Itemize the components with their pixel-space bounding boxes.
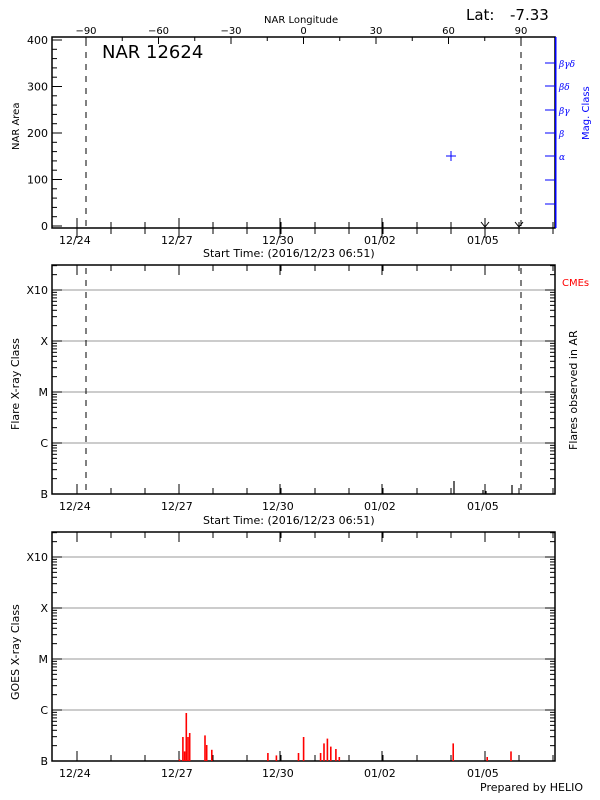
class-tick-label: M [39,653,49,666]
date-tick-label: 12/30 [262,234,294,247]
flares-right-label: Flares observed in AR [567,330,580,450]
cmes-legend: CMEs [562,278,589,289]
lat-label: Lat: [466,6,494,24]
arrow-marker-icon [480,221,524,228]
area-panel: NAR 12624 0 100 200 300 400 −90 −60 −30 0 30 60 90… [11,26,592,260]
mag-class-tick-label: βγδ [558,60,575,70]
goes-flux-series [178,713,512,761]
class-tick-label: X10 [26,551,48,564]
area-tick-label: 200 [27,127,48,140]
mag-class-tick-label: α [559,153,565,163]
goes-y-axis: B C M X X10 [26,532,555,768]
mag-class-tick-label: βγ [558,107,570,117]
date-tick-label: 12/27 [161,234,193,247]
area-tick-label: 300 [27,81,48,94]
lat-value: -7.33 [510,6,549,24]
longitude-tick-label: 60 [442,26,455,37]
date-tick-label: 12/27 [161,767,193,780]
flares-y-label: Flare X-ray Class [9,338,22,430]
area-x-label: Start Time: (2016/12/23 06:51) [203,247,375,260]
class-tick-label: B [40,488,48,501]
goes-gridlines [52,556,555,711]
date-tick-label: 01/05 [467,234,499,247]
flares-time-axis: 12/24 12/27 12/30 01/02 01/05 [59,265,554,513]
region-title: NAR 12624 [102,42,203,63]
flares-gridlines [52,289,555,444]
mag-class-ticks: α β βγ βδ βγδ [545,60,575,205]
class-tick-label: X [40,335,48,348]
area-plot-frame [51,36,556,229]
longitude-tick-label: −90 [75,26,96,37]
date-tick-label: 12/30 [262,767,294,780]
mag-class-label: Mag. Class [581,86,592,140]
longitude-tick-label: 0 [300,26,306,37]
credit-footer: Prepared by HELIO [480,781,583,794]
date-tick-label: 01/05 [467,767,499,780]
mag-class-axis [555,37,557,228]
longitude-tick-label: −60 [148,26,169,37]
goes-time-axis: 12/24 12/27 12/30 01/02 01/05 [59,532,554,780]
longitude-tick-label: 30 [370,26,383,37]
area-y-axis: 0 100 200 300 400 [27,34,62,233]
date-tick-label: 01/05 [467,500,499,513]
mag-class-tick-label: βδ [558,83,570,93]
area-tick-label: 400 [27,34,48,47]
flares-plot-frame [51,264,556,495]
date-tick-label: 12/27 [161,500,193,513]
class-tick-label: X [40,602,48,615]
date-tick-label: 12/24 [59,234,91,247]
flares-panel: B C M X X10 12/24 12/27 12/30 01/02 01/05 CMEs F… [9,264,589,527]
area-tick-label: 100 [27,174,48,187]
mag-class-point-plus-icon [446,151,456,161]
class-tick-label: C [40,704,48,717]
goes-panel: B C M X X10 12/24 12/27 12/30 01/02 01/05 GOES X… [9,531,556,780]
date-tick-label: 01/02 [364,234,396,247]
area-time-axis: 12/24 12/27 12/30 01/02 01/05 [59,218,554,247]
longitude-tick-label: −30 [220,26,241,37]
date-tick-label: 12/24 [59,767,91,780]
class-tick-label: C [40,437,48,450]
longitude-tick-label: 90 [515,26,528,37]
area-tick-label: 0 [41,220,48,233]
mag-class-tick-label: β [558,130,564,140]
flares-x-label: Start Time: (2016/12/23 06:51) [203,514,375,527]
date-tick-label: 01/02 [364,500,396,513]
class-tick-label: M [39,386,49,399]
date-tick-label: 12/30 [262,500,294,513]
top-axis-label: NAR Longitude [264,15,338,26]
goes-y-label: GOES X-ray Class [9,604,22,700]
flare-event-markers [453,481,513,494]
flares-y-axis: B C M X X10 [26,265,555,501]
area-y-label: NAR Area [11,103,22,150]
class-tick-label: B [40,755,48,768]
class-tick-label: X10 [26,284,48,297]
date-tick-label: 12/24 [59,500,91,513]
date-tick-label: 01/02 [364,767,396,780]
goes-plot-frame [51,531,556,762]
